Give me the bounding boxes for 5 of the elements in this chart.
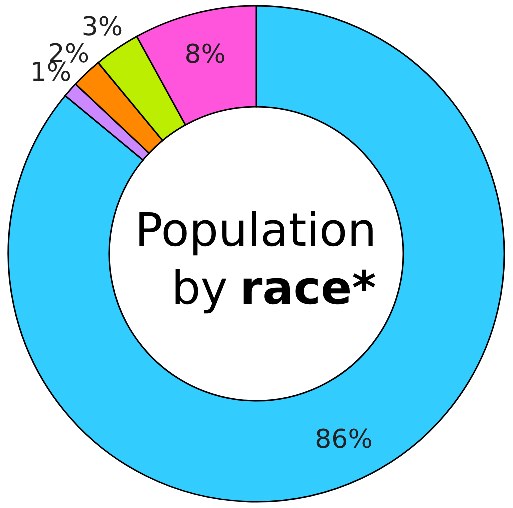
text: Population by race* — [135, 203, 377, 315]
data-label: 3% — [82, 12, 124, 42]
data-label: 8% — [184, 40, 226, 70]
data-label: 86% — [315, 424, 373, 455]
donut-slice — [8, 5, 506, 502]
